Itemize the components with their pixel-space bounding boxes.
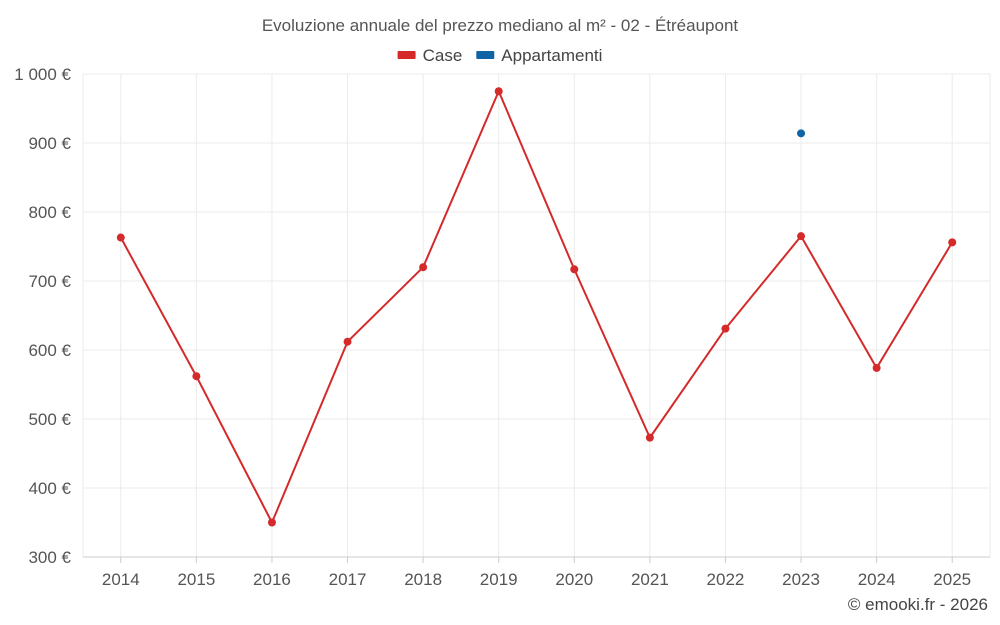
data-point-case-2020[interactable] <box>570 265 579 274</box>
data-point-case-2025[interactable] <box>948 238 957 247</box>
x-tick-label: 2015 <box>177 570 215 589</box>
grid <box>82 73 991 558</box>
x-tick-label: 2018 <box>404 570 442 589</box>
y-axis: 300 € 400 € 500 € 600 € 700 € 800 € 900 € 1 000… <box>14 65 71 567</box>
data-point-case-2022[interactable] <box>721 324 730 333</box>
data-point-case-2016[interactable] <box>267 518 276 527</box>
data-point-case-2021[interactable] <box>645 433 654 442</box>
data-point-case-2019[interactable] <box>494 87 503 96</box>
x-tick-label: 2024 <box>858 570 896 589</box>
legend: Case Appartamenti <box>397 46 602 65</box>
series-line-case <box>119 90 954 524</box>
legend-item-case[interactable]: Case <box>397 46 463 65</box>
y-tick-label: 600 € <box>28 341 71 360</box>
data-point-case-2017[interactable] <box>343 337 352 346</box>
data-point-appartamenti-2023[interactable] <box>797 129 806 138</box>
data-point-case-2024[interactable] <box>872 363 881 372</box>
x-tick-label: 2020 <box>555 570 593 589</box>
legend-label-appartamenti: Appartamenti <box>501 46 602 65</box>
x-tick-label: 2023 <box>782 570 820 589</box>
x-axis: 2014 2015 2016 2017 2018 2019 2020 2021 2022 2023… <box>83 556 990 589</box>
legend-swatch-appartamenti <box>476 51 495 59</box>
x-tick-label: 2017 <box>329 570 367 589</box>
data-point-case-2015[interactable] <box>192 372 201 381</box>
series-case <box>116 87 957 527</box>
y-tick-label: 900 € <box>28 134 71 153</box>
legend-item-appartamenti[interactable]: Appartamenti <box>476 46 602 65</box>
x-tick-label: 2021 <box>631 570 669 589</box>
x-tick-label: 2022 <box>707 570 745 589</box>
credit-text: © emooki.fr - 2026 <box>848 595 988 614</box>
y-tick-label: 1 000 € <box>14 65 71 84</box>
x-tick-label: 2016 <box>253 570 291 589</box>
x-tick-label: 2025 <box>933 570 971 589</box>
y-tick-label: 800 € <box>28 203 71 222</box>
y-tick-label: 700 € <box>28 272 71 291</box>
data-point-case-2014[interactable] <box>116 233 125 242</box>
x-tick-label: 2019 <box>480 570 518 589</box>
series-appartamenti <box>797 129 806 138</box>
chart-title: Evoluzione annuale del prezzo mediano al… <box>262 16 739 35</box>
x-tick-label: 2014 <box>102 570 140 589</box>
legend-swatch-case <box>397 51 416 59</box>
y-tick-label: 400 € <box>28 479 71 498</box>
series-layer <box>116 87 957 527</box>
data-point-case-2018[interactable] <box>419 263 428 272</box>
y-tick-label: 300 € <box>28 548 71 567</box>
y-tick-label: 500 € <box>28 410 71 429</box>
legend-label-case: Case <box>423 46 463 65</box>
data-point-case-2023[interactable] <box>797 232 806 241</box>
